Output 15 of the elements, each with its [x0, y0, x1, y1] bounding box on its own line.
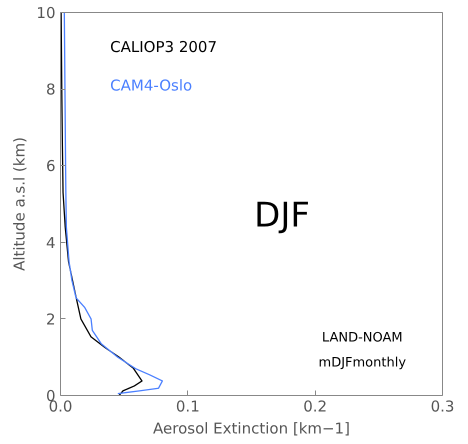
- annotation: mDJFmonthly: [318, 355, 406, 370]
- x-tick-label: 0.3: [430, 398, 454, 416]
- y-tick-label: 8: [46, 80, 56, 99]
- annotation: LAND-NOAM: [322, 330, 403, 346]
- x-axis-title: Aerosol Extinction [km−1]: [153, 420, 350, 438]
- text: CAM4-Oslo: [110, 76, 192, 94]
- x-tick-label: 0.1: [176, 398, 200, 416]
- y-tick-label: 6: [46, 157, 56, 176]
- x-tick-label: 0.2: [303, 398, 328, 416]
- text: CALIOP3 2007: [110, 38, 218, 56]
- y-tick-label: 4: [46, 234, 56, 252]
- y-tick-label: 10: [36, 4, 56, 22]
- y-tick-label: 2: [46, 310, 56, 328]
- annotation: DJF: [254, 195, 310, 236]
- y-axis-title: Altitude a.s.l (km): [10, 137, 28, 271]
